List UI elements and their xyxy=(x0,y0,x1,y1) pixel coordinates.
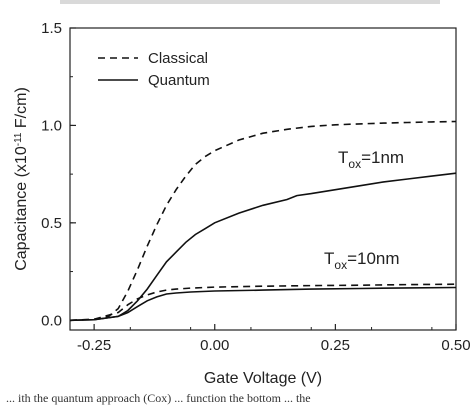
y-tick-label: 1.0 xyxy=(41,117,62,134)
series-group xyxy=(69,120,457,322)
axis-ticks: -0.25 0.00 0.25 0.50 0.0 0.5 1.0 1.5 xyxy=(41,20,470,354)
y-tick-label: 0.0 xyxy=(41,312,62,329)
y-axis-title-unit: F/cm) xyxy=(13,87,30,132)
y-axis-title-main: Capacitance (x10 xyxy=(13,146,30,271)
legend-label: Quantum xyxy=(148,72,210,89)
series-line-solid-3 xyxy=(69,286,457,322)
x-tick-label: 0.50 xyxy=(441,337,470,354)
annotations: Tox=1nm Tox=10nm xyxy=(324,148,404,272)
legend-label: Classical xyxy=(148,50,208,67)
series-line-solid-1 xyxy=(69,172,457,322)
plot-frame xyxy=(69,27,457,331)
y-tick-label: 1.5 xyxy=(41,20,62,37)
x-tick-label: -0.25 xyxy=(77,337,111,354)
caption-top-fragment xyxy=(60,0,440,4)
annotation-tox-1: Tox=1nm xyxy=(338,148,404,171)
caption-fragment: ... ith the quantum approach (Cox) ... f… xyxy=(6,391,311,405)
series-line-dashed-0 xyxy=(69,120,457,322)
annotation-tox-2: Tox=10nm xyxy=(324,249,400,272)
x-tick-label: 0.25 xyxy=(321,337,350,354)
x-axis-title: Gate Voltage (V) xyxy=(204,370,322,387)
series-line-dashed-2 xyxy=(69,283,457,322)
y-axis-title: Capacitance (x10-11 F/cm) xyxy=(13,87,31,271)
y-tick-label: 0.5 xyxy=(41,215,62,232)
y-axis-title-exponent: -11 xyxy=(13,132,24,146)
x-tick-label: 0.00 xyxy=(200,337,229,354)
legend: Classical Quantum xyxy=(98,50,210,89)
